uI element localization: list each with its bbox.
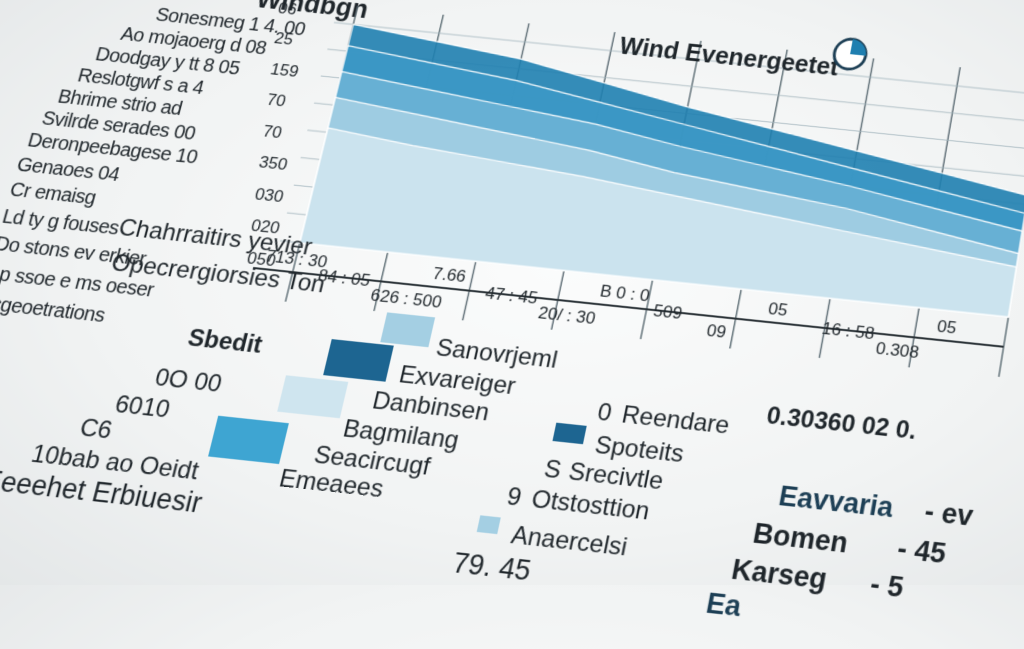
x-tick-label: 7.66: [431, 264, 468, 286]
x-tick-label: 509: [652, 301, 684, 323]
y-tick-label: 030: [253, 185, 285, 206]
y-tick-label: 06: [276, 0, 299, 18]
x-tick-label: 20/ : 30: [536, 303, 597, 328]
x-tick-label: 626 : 500: [369, 285, 444, 311]
x-tick-label: 0.308: [874, 338, 920, 362]
y-tick-label: 70: [265, 91, 288, 111]
y-tick-label: 350: [257, 153, 289, 174]
corner-right-suffix: - 5: [868, 568, 906, 604]
y-tick-label: 70: [261, 122, 284, 142]
corner-right-suffix: - ev: [922, 496, 975, 533]
x-tick-label: B 0 : 0: [598, 281, 651, 305]
y-tick-label: 159: [269, 60, 301, 81]
legend-swatch: [277, 375, 348, 418]
legend-swatch: [208, 416, 289, 464]
x-tick-label: 05: [767, 299, 790, 320]
legend-swatch: [323, 339, 394, 382]
x-tick-label: 16 : 58: [820, 319, 876, 344]
corner-right-label: Ea: [703, 587, 743, 624]
x-tick-label: 09: [705, 321, 728, 342]
right-list-swatch: [477, 515, 501, 534]
legend-number: 6010: [112, 391, 173, 425]
right-list-swatch: [552, 423, 586, 445]
corner-right-suffix: - 45: [895, 533, 948, 571]
x-tick-label: 05: [936, 317, 958, 338]
y-tick-label: 25: [272, 29, 295, 49]
legend-swatch: [380, 312, 435, 347]
x-tick-label: 47 : 45: [484, 283, 540, 307]
